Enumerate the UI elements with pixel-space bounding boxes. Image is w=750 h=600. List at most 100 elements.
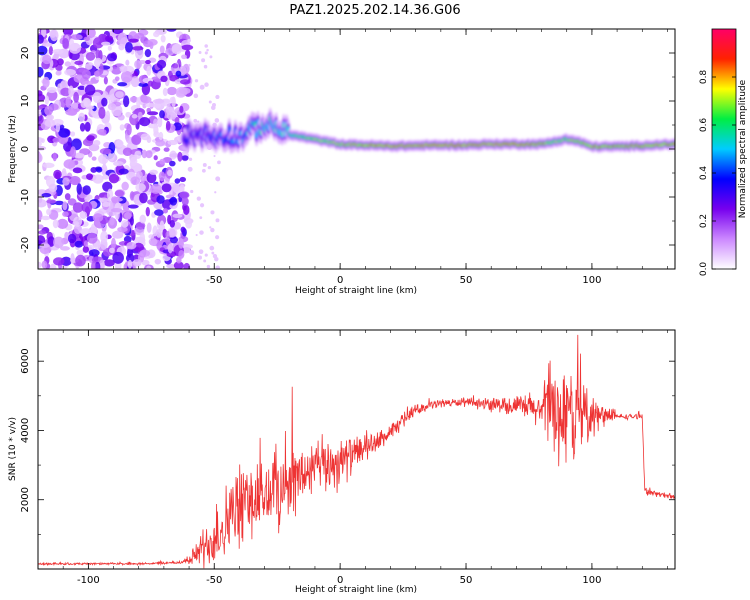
heatmap-cell	[44, 95, 50, 105]
heatmap-cell	[166, 169, 173, 177]
heatmap-cell	[81, 29, 88, 39]
heatmap-cell	[135, 183, 146, 193]
heatmap-cell	[210, 105, 216, 111]
heatmap-cell	[124, 211, 132, 220]
heatmap-cell	[106, 188, 114, 201]
heatmap-cell	[118, 168, 129, 175]
heatmap-cell	[121, 220, 129, 228]
colorbar-label: Normalized spectral amplitude	[738, 79, 748, 218]
heatmap-cell	[214, 191, 217, 194]
heatmap-cell	[76, 183, 82, 195]
heatmap-cell	[183, 262, 191, 269]
heatmap-cell	[128, 38, 139, 43]
heatmap-cell	[99, 63, 104, 75]
heatmap-cell	[112, 230, 124, 239]
heatmap-cell	[177, 151, 183, 162]
heatmap-cell	[102, 201, 111, 207]
heatmap-cell	[167, 243, 173, 254]
heatmap-cell	[54, 200, 65, 206]
heatmap-cell	[179, 79, 191, 85]
heatmap-cell	[95, 49, 101, 60]
heatmap-cell	[125, 253, 135, 263]
heatmap-cell	[187, 166, 193, 172]
heatmap-cell	[255, 132, 258, 137]
heatmap-cell	[178, 238, 184, 249]
heatmap-cell	[46, 199, 57, 204]
heatmap-cell	[148, 234, 155, 239]
heatmap-cell	[74, 60, 84, 65]
heatmap-cell	[53, 169, 62, 180]
heatmap-cell	[190, 189, 194, 194]
heatmap-cell	[110, 207, 123, 213]
heatmap-cell	[93, 139, 101, 146]
heatmap-cell	[209, 55, 213, 59]
heatmap-cell	[86, 135, 95, 142]
heatmap-cell	[38, 230, 47, 235]
heatmap-cell	[198, 51, 202, 54]
heatmap-cell	[173, 261, 184, 269]
chart-title: PAZ1.2025.202.14.36.G06	[289, 3, 460, 18]
heatmap-cell	[38, 261, 42, 268]
heatmap-cell	[38, 195, 43, 204]
heatmap-cell	[139, 249, 151, 257]
heatmap-cell	[86, 232, 98, 244]
snr-frame	[37, 329, 676, 570]
heatmap-cell	[58, 128, 70, 138]
heatmap-cell	[145, 206, 150, 217]
heatmap-cell	[108, 151, 115, 162]
heatmap-cell	[131, 134, 142, 145]
heatmap-cell	[215, 218, 220, 223]
heatmap-cell	[213, 155, 216, 158]
heatmap-cell	[42, 76, 50, 88]
heatmap-ylabel: Frequency (Hz)	[8, 115, 18, 183]
heatmap-cell	[198, 249, 204, 254]
heatmap-cell	[41, 29, 47, 38]
heatmap-cell	[125, 41, 133, 53]
heatmap-cell	[72, 167, 83, 174]
heatmap-cell	[203, 259, 207, 263]
heatmap-cell	[55, 122, 61, 133]
heatmap-cell	[42, 54, 52, 65]
heatmap-cell	[64, 69, 76, 76]
heatmap-cell	[73, 224, 82, 235]
heatmap-cell	[159, 158, 166, 165]
heatmap-cell	[207, 165, 212, 170]
heatmap-cell	[41, 260, 48, 269]
heatmap-cell	[112, 251, 124, 264]
heatmap-cell	[38, 110, 42, 117]
snr-panel: -100 -50 0 50 100 2000 4000 6000 Height of stra…	[8, 329, 676, 595]
colorbar-gradient	[711, 28, 737, 270]
heatmap-cell	[156, 195, 165, 204]
heatmap-y-tick-label: 20	[20, 47, 31, 60]
heatmap-cell	[135, 199, 142, 206]
snr-ticks: -100 -50 0 50 100 2000 4000 6000	[20, 330, 675, 586]
heatmap-cell	[154, 258, 162, 265]
heatmap-cell	[129, 216, 134, 226]
heatmap-cell	[201, 58, 206, 63]
heatmap-cell	[65, 108, 78, 116]
heatmap-cell	[117, 82, 128, 87]
heatmap-cell	[171, 63, 179, 69]
heatmap-cell	[129, 96, 139, 103]
heatmap-cell	[90, 167, 98, 173]
heatmap-cell	[109, 216, 115, 226]
heatmap-cell	[61, 168, 67, 177]
heatmap-cell	[86, 173, 94, 180]
colorbar-tick-label: 0.0	[699, 262, 709, 277]
heatmap-cell	[45, 114, 55, 121]
heatmap-cell	[72, 202, 84, 213]
heatmap-cell	[80, 228, 92, 235]
colorbar-tick-label: 0.2	[699, 214, 709, 228]
heatmap-cell	[169, 236, 179, 244]
heatmap-cell	[217, 160, 221, 165]
heatmap-cell	[202, 162, 207, 167]
heatmap-cell	[166, 112, 177, 120]
heatmap-cell	[69, 175, 81, 186]
heatmap-cell	[137, 111, 143, 118]
heatmap-cell	[56, 218, 69, 229]
heatmap-cell	[156, 59, 167, 69]
heatmap-cell	[206, 48, 209, 52]
heatmap-cell	[60, 87, 71, 97]
heatmap-area	[38, 29, 675, 269]
